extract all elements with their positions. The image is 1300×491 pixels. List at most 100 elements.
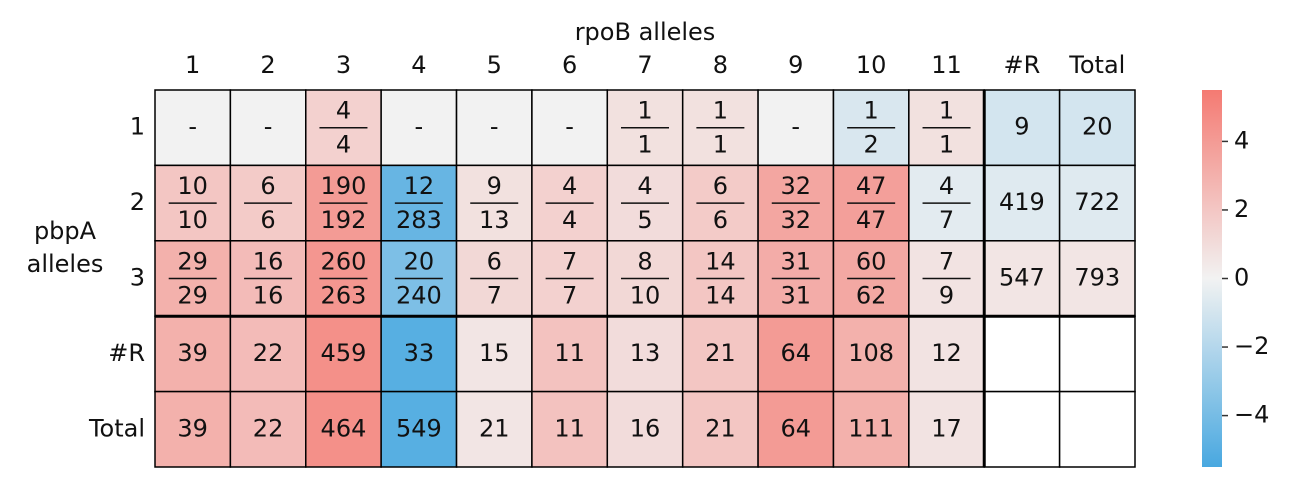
column-label: #R [1004, 51, 1041, 79]
numerator: 9 [487, 172, 502, 200]
cell [908, 89, 985, 167]
denominator: 16 [253, 282, 284, 310]
cell [757, 89, 835, 167]
denominator: 1 [637, 131, 652, 159]
cell-value: 20 [1082, 113, 1113, 141]
numerator: 4 [939, 172, 954, 200]
cell-value: 722 [1074, 188, 1120, 216]
y-axis-label: alleles [27, 250, 104, 278]
column-label: 4 [411, 51, 426, 79]
denominator: 9 [939, 282, 954, 310]
denominator: 62 [856, 282, 887, 310]
cell [154, 390, 232, 468]
column-label: 6 [562, 51, 577, 79]
cell [305, 315, 382, 393]
denominator: 7 [939, 206, 954, 234]
cell-value: 21 [479, 414, 510, 442]
denominator: 6 [260, 206, 275, 234]
column-label: 5 [487, 51, 502, 79]
colorbar-tick-label: 2 [1234, 195, 1249, 223]
numerator: 1 [939, 97, 954, 125]
numerator: 29 [177, 248, 208, 276]
cell-value: 11 [554, 339, 585, 367]
cell [154, 89, 232, 167]
column-label: 2 [260, 51, 275, 79]
column-label: 1 [185, 51, 200, 79]
denominator: 2 [864, 131, 879, 159]
denominator: 7 [487, 282, 502, 310]
cell-value: 111 [848, 414, 894, 442]
cell [606, 390, 684, 468]
cell-value: 15 [479, 339, 510, 367]
cell [983, 390, 1061, 468]
cell-value: 9 [1014, 113, 1029, 141]
colorbar-tick-label: 4 [1234, 126, 1249, 154]
denominator: 1 [713, 131, 728, 159]
denominator: 13 [479, 206, 510, 234]
denominator: 7 [562, 282, 577, 310]
cell-value: 464 [321, 414, 367, 442]
numerator: 1 [713, 97, 728, 125]
numerator: 260 [321, 248, 367, 276]
cell [1058, 89, 1136, 167]
column-label: 8 [713, 51, 728, 79]
cell [531, 390, 609, 468]
cell [305, 390, 382, 468]
column-label: 10 [856, 51, 887, 79]
x-axis-label: rpoB alleles [575, 18, 716, 46]
cell-value: - [490, 113, 499, 141]
cell-value: 21 [705, 414, 736, 442]
cell [229, 390, 307, 468]
cell-value: 33 [404, 339, 435, 367]
cell-value: 12 [931, 339, 962, 367]
numerator: 60 [856, 248, 887, 276]
numerator: 1 [864, 97, 879, 125]
cell [531, 315, 609, 393]
numerator: 20 [404, 248, 435, 276]
cell [380, 390, 458, 468]
cell [681, 315, 759, 393]
denominator: 5 [637, 206, 652, 234]
numerator: 7 [562, 248, 577, 276]
numerator: 4 [336, 97, 351, 125]
row-label: Total [88, 414, 145, 442]
cell-value: 39 [177, 414, 208, 442]
numerator: 47 [856, 172, 887, 200]
cell [1058, 315, 1136, 393]
column-label: 7 [637, 51, 652, 79]
numerator: 6 [260, 172, 275, 200]
cell-value: 16 [630, 414, 661, 442]
cell-value: 793 [1074, 264, 1120, 292]
denominator: 192 [321, 206, 367, 234]
denominator: 10 [630, 282, 661, 310]
numerator: 8 [637, 248, 652, 276]
denominator: 10 [177, 206, 208, 234]
row-label: 2 [130, 188, 145, 216]
cell-value: 22 [253, 339, 284, 367]
numerator: 6 [713, 172, 728, 200]
cell-value: 459 [321, 339, 367, 367]
y-axis-label: pbpA [34, 217, 97, 245]
cell-value: - [188, 113, 197, 141]
cell-value: 547 [999, 264, 1045, 292]
row-label: 1 [130, 113, 145, 141]
cell [757, 390, 835, 468]
row-label: 3 [130, 264, 145, 292]
denominator: 29 [177, 282, 208, 310]
numerator: 1 [637, 97, 652, 125]
cell [229, 89, 307, 167]
denominator: 283 [396, 206, 442, 234]
cell [1058, 390, 1136, 468]
column-label: 3 [336, 51, 351, 79]
cell-value: 17 [931, 414, 962, 442]
cell-value: 39 [177, 339, 208, 367]
denominator: 32 [780, 206, 811, 234]
numerator: 7 [939, 248, 954, 276]
cell [832, 315, 910, 393]
cell-value: 108 [848, 339, 894, 367]
cell-value: 64 [780, 339, 811, 367]
denominator: 31 [780, 282, 811, 310]
cell-value: - [565, 113, 574, 141]
denominator: 1 [939, 131, 954, 159]
